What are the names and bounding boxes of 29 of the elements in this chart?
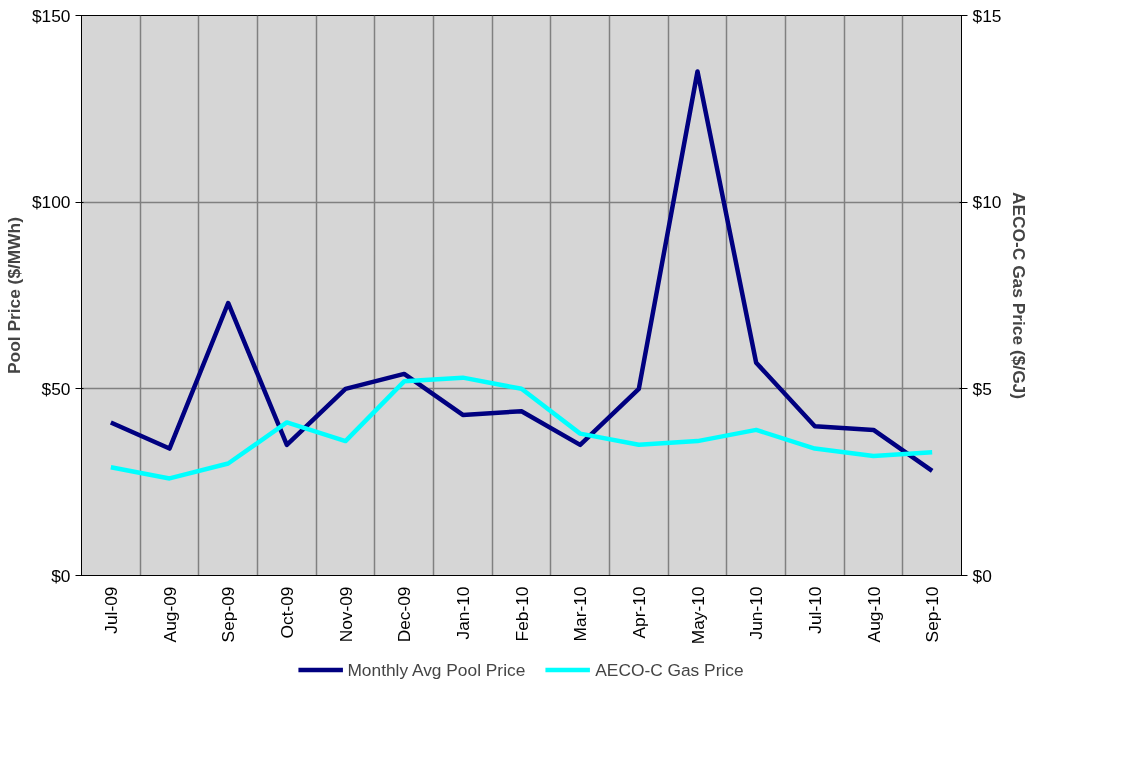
- y-tick-label: $0: [51, 565, 71, 586]
- x-tick-label: May-10: [687, 586, 708, 645]
- x-tick-label: Jul-09: [100, 586, 121, 634]
- x-tick-label: Jun-10: [746, 586, 767, 640]
- legend-label: Monthly Avg Pool Price: [347, 659, 526, 680]
- x-tick-label: Nov-09: [335, 586, 356, 643]
- x-tick-label: Oct-09: [276, 586, 297, 639]
- x-tick-label: Jan-10: [452, 586, 473, 640]
- x-tick-label: Mar-10: [570, 586, 591, 642]
- line-series: [108, 69, 935, 474]
- x-tick-label: Dec-09: [394, 586, 415, 643]
- y2-axis-title: AECO-C Gas Price ($/GJ): [1009, 191, 1030, 400]
- x-tick-label: Sep-09: [218, 586, 239, 643]
- y-axis-title: Pool Price ($/MWh): [3, 217, 24, 374]
- y-tick-label: $50: [41, 378, 71, 399]
- x-tick-label: Aug-10: [863, 586, 884, 643]
- x-tick-label: Jul-10: [804, 586, 825, 634]
- legend-label: AECO-C Gas Price: [595, 659, 744, 680]
- y2-tick-label: $5: [972, 378, 992, 399]
- y-tick-label: $150: [31, 5, 71, 26]
- x-tick-label: Sep-10: [922, 586, 943, 643]
- x-tick-label: Feb-10: [511, 586, 532, 642]
- y2-tick-label: $10: [972, 192, 1002, 213]
- y-tick-label: $100: [31, 192, 71, 213]
- y2-tick-label: $15: [972, 5, 1002, 26]
- x-tick-label: Aug-09: [159, 586, 180, 643]
- line-series: [108, 375, 935, 481]
- x-tick-label: Apr-10: [628, 586, 649, 639]
- y2-tick-label: $0: [972, 565, 992, 586]
